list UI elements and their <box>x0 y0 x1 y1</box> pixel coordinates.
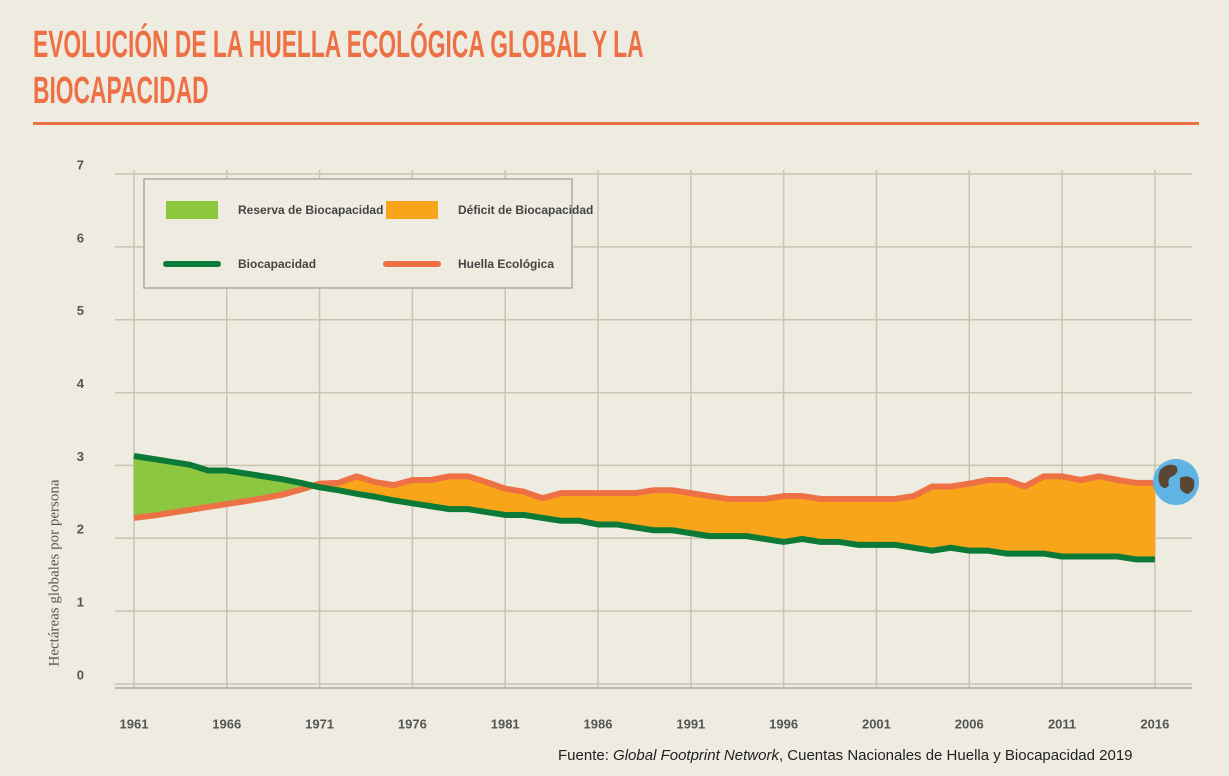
title-rule <box>33 122 1199 125</box>
area-segment <box>1117 479 1137 560</box>
area-segment <box>968 479 989 551</box>
x-tick-label: 1961 <box>120 716 149 731</box>
area-segment <box>152 458 172 517</box>
x-tick-label: 1976 <box>398 716 427 731</box>
area-segment <box>931 486 951 552</box>
area-segment <box>1098 475 1119 557</box>
y-tick-label: 1 <box>77 595 84 610</box>
y-tick-label: 0 <box>77 667 84 682</box>
series-line <box>133 473 1155 521</box>
legend-swatch <box>386 201 438 219</box>
area-segment <box>709 495 729 537</box>
area-segment <box>597 492 617 525</box>
x-tick-label: 1981 <box>491 716 520 731</box>
x-tick-label: 1966 <box>212 716 241 731</box>
legend-label: Biocapacidad <box>238 257 316 271</box>
area-segment <box>746 498 766 540</box>
area-segment <box>449 476 469 510</box>
y-tick-label: 6 <box>77 230 84 245</box>
area-segment <box>671 489 692 534</box>
x-tick-label: 2016 <box>1140 716 1169 731</box>
source-org: Global Footprint Network <box>613 747 779 764</box>
x-tick-label: 2011 <box>1048 716 1076 731</box>
x-tick-label: 1991 <box>676 716 705 731</box>
area-segment <box>1080 475 1100 557</box>
area-segment <box>876 498 896 546</box>
y-tick-label: 2 <box>77 522 84 537</box>
area-segment <box>801 495 822 543</box>
area-segment <box>987 479 1007 554</box>
area-segment <box>653 489 673 531</box>
source-rest: , Cuentas Nacionales de Huella y Biocapa… <box>778 747 1133 764</box>
area-segment <box>839 498 859 546</box>
y-tick-label: 5 <box>77 303 84 318</box>
x-tick-label: 1971 <box>305 716 334 731</box>
area-segment <box>857 498 877 546</box>
legend-swatch <box>166 201 218 219</box>
x-tick-label: 2006 <box>955 716 984 731</box>
area-segment <box>690 492 710 537</box>
area-segment <box>950 483 970 552</box>
y-tick-label: 7 <box>77 157 84 172</box>
legend-box <box>143 178 573 289</box>
area-segment <box>1006 479 1026 554</box>
area-segment <box>783 495 803 543</box>
area-segment <box>133 455 153 519</box>
area-segment <box>170 461 190 514</box>
legend-label: Reserva de Biocapacidad <box>238 203 383 217</box>
area-segment <box>1136 482 1156 560</box>
area-segment <box>560 492 580 522</box>
y-axis-label: Hectáreas globales por persona <box>46 479 62 666</box>
legend: Reserva de Biocapacidad Déficit de Biocap… <box>143 178 593 289</box>
legend-label: Huella Ecológica <box>458 257 554 271</box>
earth-icon <box>1153 459 1199 505</box>
legend-label: Déficit de Biocapacidad <box>458 203 593 217</box>
area-segment <box>727 498 747 537</box>
area-segment <box>634 489 655 531</box>
lines <box>133 452 1155 563</box>
area-segment <box>1061 475 1081 557</box>
area-segment <box>894 495 914 549</box>
y-tick-label: 4 <box>77 376 85 391</box>
area-segment <box>820 498 840 543</box>
area-segment <box>1043 476 1063 557</box>
source: Fuente: Global Footprint Network, Cuenta… <box>558 747 1133 764</box>
source-prefix: Fuente: <box>558 747 609 764</box>
y-tick-label: 3 <box>77 449 84 464</box>
x-tick-label: 1986 <box>584 716 613 731</box>
chart-title: EVOLUCIÓN DE LA HUELLA ECOLÓGICA GLOBAL … <box>33 24 643 112</box>
area-segment <box>764 495 784 543</box>
x-tick-label: 2001 <box>862 716 891 731</box>
x-tick-label: 1996 <box>769 716 798 731</box>
series-line <box>133 452 1155 563</box>
areas <box>133 455 1156 560</box>
labels: 0 1 2 3 4 5 6 7 1961 1966 1971 1976 1981 1986 1991 1996… <box>77 157 1170 731</box>
earth-land <box>1158 464 1195 494</box>
